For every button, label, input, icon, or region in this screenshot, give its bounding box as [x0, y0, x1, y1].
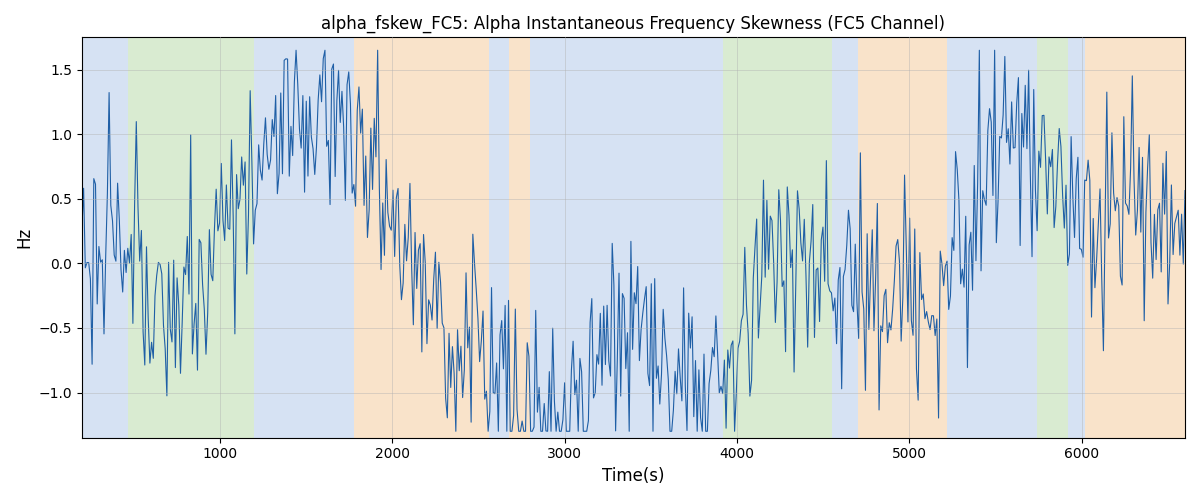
Bar	[509, 38, 530, 438]
Bar	[1037, 38, 1068, 438]
Bar	[1068, 38, 1085, 438]
Bar	[689, 38, 708, 438]
Y-axis label: Hz: Hz	[14, 227, 32, 248]
Bar	[128, 38, 254, 438]
Bar	[488, 38, 509, 438]
X-axis label: Time(s): Time(s)	[602, 467, 665, 485]
Bar	[530, 38, 689, 438]
Bar	[1085, 38, 1184, 438]
Bar	[254, 38, 354, 438]
Bar	[354, 38, 488, 438]
Bar	[832, 38, 858, 438]
Bar	[708, 38, 724, 438]
Bar	[858, 38, 947, 438]
Bar	[947, 38, 1037, 438]
Bar	[751, 38, 832, 438]
Bar	[82, 38, 128, 438]
Bar	[724, 38, 751, 438]
Title: alpha_fskew_FC5: Alpha Instantaneous Frequency Skewness (FC5 Channel): alpha_fskew_FC5: Alpha Instantaneous Fre…	[322, 15, 946, 34]
